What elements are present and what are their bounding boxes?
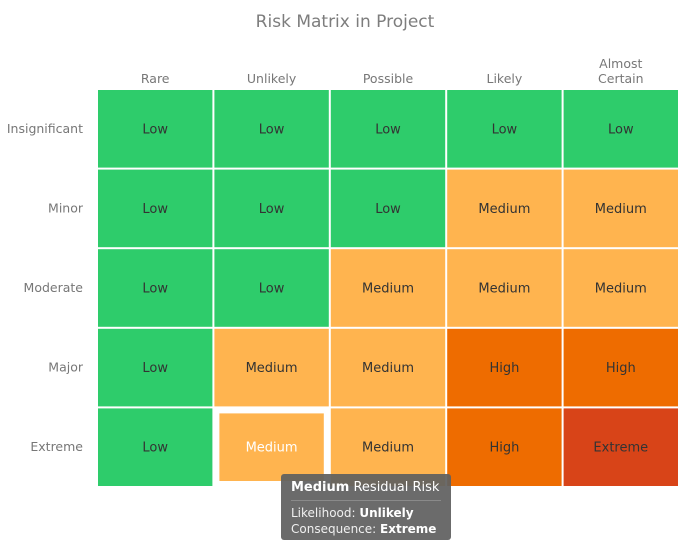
- heatmap-cell[interactable]: [447, 328, 562, 407]
- row-label: Insignificant: [7, 121, 83, 136]
- heatmap-cell[interactable]: [214, 90, 329, 168]
- heatmap-cell[interactable]: [563, 328, 678, 407]
- cell-label: Medium: [595, 202, 647, 217]
- cell-label: Low: [375, 202, 401, 217]
- heatmap-cell[interactable]: [214, 328, 329, 407]
- heatmap-cell[interactable]: [563, 249, 678, 327]
- cell-label: Extreme: [593, 441, 648, 456]
- tooltip-likelihood-value: Unlikely: [359, 506, 414, 520]
- heatmap-cell[interactable]: [98, 328, 213, 407]
- cell-label: Medium: [478, 202, 530, 217]
- cell-label: Low: [492, 122, 518, 137]
- col-label: Almost Certain: [598, 56, 644, 86]
- heatmap-cell[interactable]: [214, 249, 329, 327]
- col-label: Rare: [141, 71, 170, 86]
- heatmap-cell[interactable]: [330, 249, 446, 327]
- tooltip-likelihood-label: Likelihood:: [291, 506, 356, 520]
- chart-title: Risk Matrix in Project: [256, 12, 435, 32]
- tooltip-consequence-value: Extreme: [380, 522, 437, 536]
- heatmap-cell[interactable]: [447, 90, 562, 168]
- heatmap-cell[interactable]: [214, 169, 329, 248]
- heatmap-cell[interactable]: [98, 249, 213, 327]
- heatmap-cell[interactable]: [330, 169, 446, 248]
- tooltip-consequence-label: Consequence:: [291, 522, 377, 536]
- tooltip-likelihood: Likelihood: Unlikely: [291, 505, 441, 521]
- heatmap-cell[interactable]: [217, 411, 326, 483]
- row-label: Extreme: [30, 439, 83, 454]
- heatmap-cell[interactable]: [330, 328, 446, 407]
- row-label: Moderate: [24, 280, 84, 295]
- cell-label: Low: [142, 441, 168, 456]
- row-label: Minor: [48, 200, 84, 215]
- cell-label: Medium: [362, 282, 414, 297]
- cell-tooltip: Medium Residual Risk Likelihood: Unlikel…: [281, 474, 451, 540]
- cell-label: Medium: [362, 361, 414, 376]
- cell-label: High: [489, 441, 519, 456]
- cell-label: Medium: [478, 282, 530, 297]
- tooltip-suffix: Residual Risk: [353, 480, 440, 495]
- col-label: Likely: [487, 71, 523, 86]
- heatmap-cell[interactable]: [330, 90, 446, 168]
- heatmap-cell[interactable]: [330, 408, 446, 486]
- cell-label: Low: [142, 202, 168, 217]
- cell-label: Low: [142, 282, 168, 297]
- heatmap-cell[interactable]: [447, 408, 562, 486]
- row-label: Major: [48, 360, 84, 375]
- heatmap-cell[interactable]: [98, 90, 213, 168]
- cell-label: Medium: [362, 441, 414, 456]
- col-label: Possible: [363, 71, 414, 86]
- cell-label: Medium: [246, 361, 298, 376]
- cell-label: Medium: [246, 441, 298, 456]
- cell-label: Low: [259, 282, 285, 297]
- col-label: Unlikely: [247, 71, 297, 86]
- heatmap-cell[interactable]: [98, 169, 213, 248]
- heatmap-cell[interactable]: [447, 169, 562, 248]
- tooltip-header: Medium Residual Risk: [291, 480, 441, 501]
- cell-label: Low: [259, 202, 285, 217]
- cell-label: High: [489, 361, 519, 376]
- heatmap-cell[interactable]: [563, 169, 678, 248]
- heatmap-cell[interactable]: [563, 90, 678, 168]
- cell-label: Medium: [595, 282, 647, 297]
- heatmap-cell[interactable]: [98, 408, 213, 486]
- tooltip-consequence: Consequence: Extreme: [291, 521, 441, 537]
- cell-label: Low: [375, 122, 401, 137]
- tooltip-risk-value: Medium: [291, 480, 350, 495]
- cell-label: Low: [608, 122, 634, 137]
- cell-label: Low: [142, 122, 168, 137]
- heatmap-cell[interactable]: [447, 249, 562, 327]
- cell-label: High: [606, 361, 636, 376]
- cell-label: Low: [259, 122, 285, 137]
- heatmap-cell[interactable]: [563, 408, 678, 486]
- cell-label: Low: [142, 361, 168, 376]
